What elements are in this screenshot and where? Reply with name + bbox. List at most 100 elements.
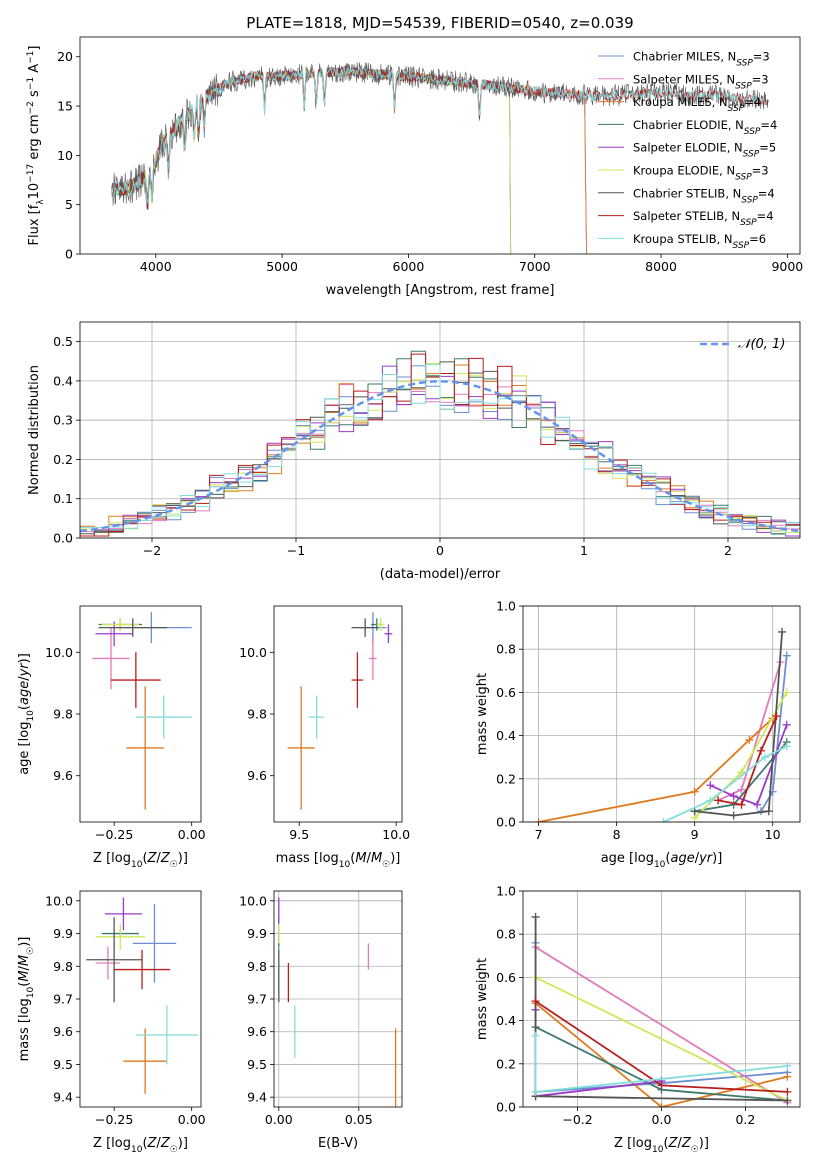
x-tick-label: −2 <box>143 543 161 558</box>
age-vs-Z-frame <box>79 605 202 823</box>
legend-entry: Chabrier STELIB, NSSP=4 <box>633 186 775 205</box>
y-tick-label: 9.9 <box>247 926 267 941</box>
x-tick-label: 5000 <box>266 259 298 274</box>
x-tick-label: 0.2 <box>735 1112 755 1127</box>
errorbar-point <box>135 1005 198 1065</box>
y-tick-label: 9.8 <box>247 707 267 722</box>
legend-entry: Kroupa ELODIE, NSSP=3 <box>633 164 769 183</box>
legend-entry: Kroupa STELIB, NSSP=6 <box>633 232 766 251</box>
weight-marker <box>531 912 540 921</box>
spectrum-series-line <box>111 62 769 210</box>
errorbar-point <box>95 621 133 647</box>
weight-marker <box>782 720 791 729</box>
residual-histogram-axes: −2 −1 0 1 2 0.0 0.1 0.2 0.3 0.4 0.5 <box>53 322 800 558</box>
x-tick-label: −0.2 <box>562 1112 592 1127</box>
spectrum-series-line <box>111 67 512 254</box>
y-tick-label: 10.0 <box>45 893 73 908</box>
y-tick-label: 1.0 <box>496 884 516 899</box>
x-tick-label: −1 <box>287 543 305 558</box>
y-tick-label: 0.6 <box>496 970 516 985</box>
mass-weight-vs-age-axes: 7 8 9 10 0.0 0.2 0.4 0.6 0.8 1.0 <box>496 599 800 842</box>
errorbar-point <box>95 946 121 980</box>
weight-marker <box>783 1087 792 1096</box>
errorbar-point <box>287 686 315 810</box>
weight-marker <box>760 753 769 762</box>
y-tick-label: 9.6 <box>247 1024 267 1039</box>
legend-entry: Salpeter STELIB, NSSP=4 <box>633 209 774 228</box>
x-tick-label: 6000 <box>393 259 425 274</box>
mass-vs-Z-frame <box>79 890 202 1108</box>
age-vs-Z-axes: −0.25 0.00 9.6 9.8 10.0 <box>45 645 205 842</box>
legend-entry: Kroupa MILES, NSSP=4 <box>633 95 761 114</box>
y-tick-label: 0.8 <box>496 642 516 657</box>
errorbar-point <box>104 897 143 931</box>
y-tick-label: 9.8 <box>53 959 73 974</box>
weight-marker <box>690 787 699 796</box>
mass-weight-vs-age-x-label: age [log10(age/yr)] <box>601 851 723 870</box>
y-tick-label: 0.6 <box>496 685 516 700</box>
y-tick-label: 0.2 <box>53 452 73 467</box>
errorbar-point <box>126 686 164 810</box>
weight-marker <box>778 627 787 636</box>
x-tick-label: 1 <box>580 543 588 558</box>
errorbar-point <box>111 652 161 708</box>
y-tick-label: 0.4 <box>496 1013 516 1028</box>
weight-marker <box>783 1072 792 1081</box>
weight-series-line <box>663 745 788 822</box>
y-tick-label: 9.8 <box>247 959 267 974</box>
weight-marker <box>714 796 723 805</box>
legend-entry: 𝒩(0, 1) <box>738 337 785 352</box>
y-tick-label: 9.5 <box>247 1057 267 1072</box>
x-tick-label: 2 <box>724 543 732 558</box>
mass-vs-Z-y-label: mass [log10(M/M☉)] <box>17 937 36 1062</box>
y-tick-label: 9.7 <box>53 992 73 1007</box>
y-tick-label: 0.8 <box>496 927 516 942</box>
legend-entry: Salpeter ELODIE, NSSP=5 <box>633 141 776 160</box>
weight-marker <box>782 651 791 660</box>
y-tick-label: 0.4 <box>496 728 516 743</box>
y-tick-label: 9.4 <box>53 1090 73 1105</box>
errorbar-point <box>384 624 393 644</box>
weight-marker <box>783 1061 792 1070</box>
weight-series <box>714 712 781 809</box>
figure-title: PLATE=1818, MJD=54539, FIBERID=0540, z=0… <box>246 14 633 32</box>
errorbar-point <box>351 618 379 637</box>
y-tick-label: 9.6 <box>53 768 73 783</box>
errorbar-point <box>376 618 385 631</box>
errorbar-point <box>86 917 143 1003</box>
y-tick-label: 1.0 <box>496 599 516 614</box>
spectrum-axes: 4000 5000 6000 7000 8000 9000 0 5 10 15 20 <box>57 49 803 274</box>
errorbar-point <box>92 627 130 690</box>
weight-series-line <box>535 1002 788 1107</box>
y-tick-label: 20 <box>57 49 73 64</box>
y-tick-label: 9.9 <box>53 926 73 941</box>
mass-weight-vs-Z-frame <box>522 890 801 1108</box>
weight-series-line <box>717 715 778 806</box>
weight-series <box>531 1031 792 1096</box>
errorbar-point <box>95 923 146 950</box>
weight-marker <box>729 800 738 809</box>
weight-series-line <box>694 631 783 817</box>
y-tick-label: 0.3 <box>53 413 73 428</box>
y-tick-label: 0.0 <box>53 531 73 546</box>
histogram-series-steps <box>80 364 800 535</box>
weight-marker <box>782 742 791 751</box>
y-tick-label: 9.5 <box>53 1057 73 1072</box>
errorbar-point <box>114 949 170 990</box>
legend-entry: Chabrier ELODIE, NSSP=4 <box>633 118 777 137</box>
weight-marker <box>657 1103 666 1107</box>
x-tick-label: 10 <box>765 827 781 842</box>
weight-series-line <box>535 946 788 1104</box>
x-tick-label: 0.05 <box>345 1112 373 1127</box>
y-tick-label: 0.2 <box>496 1056 516 1071</box>
x-tick-label: 8000 <box>645 259 677 274</box>
x-tick-label: −0.25 <box>95 827 133 842</box>
weight-series-line <box>535 976 788 1102</box>
y-tick-label: 0 <box>65 247 73 262</box>
spectrum-series-line <box>111 66 768 204</box>
weight-marker <box>783 1096 792 1105</box>
y-tick-label: 10.0 <box>45 645 73 660</box>
mass-weight-vs-Z-y-label: mass weight <box>475 958 490 1040</box>
errorbar-point <box>98 618 167 637</box>
